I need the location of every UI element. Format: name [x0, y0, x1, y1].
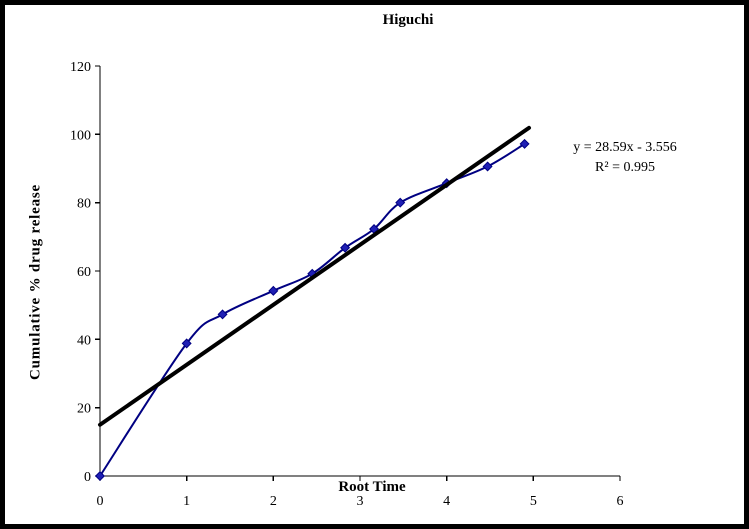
y-tick-label: 60 [77, 265, 91, 280]
x-tick-label: 4 [443, 494, 450, 509]
x-axis-title: Root Time [338, 479, 406, 495]
data-point-marker [395, 197, 406, 208]
series-line [99, 143, 526, 477]
x-tick-label: 5 [530, 494, 537, 509]
y-tick-label: 120 [70, 60, 91, 75]
x-tick-label: 1 [183, 494, 190, 509]
y-tick-label: 40 [77, 333, 91, 348]
data-point-marker [482, 161, 493, 172]
x-tick-label: 6 [617, 494, 624, 509]
y-tick-label: 0 [84, 470, 91, 485]
trendline-equation-text: y = 28.59x - 3.556 [573, 140, 677, 155]
data-point-marker [340, 242, 351, 253]
trendline-annotation: y = 28.59x - 3.556 R² = 0.995 [543, 138, 707, 178]
data-point-marker [94, 470, 106, 482]
chart-title: Higuchi [382, 12, 434, 28]
trendline [98, 125, 531, 427]
r-squared-text: R² = 0.995 [595, 160, 655, 175]
y-tick-label: 100 [70, 128, 91, 143]
y-tick-label: 80 [77, 197, 91, 212]
data-point-marker [181, 338, 192, 349]
data-point-marker [519, 138, 530, 149]
x-tick-label: 2 [270, 494, 277, 509]
data-point-marker [268, 285, 279, 296]
data-point-marker [217, 309, 228, 320]
y-tick-label: 20 [77, 402, 91, 417]
x-tick-label: 0 [97, 494, 104, 509]
x-tick-label: 3 [357, 494, 364, 509]
